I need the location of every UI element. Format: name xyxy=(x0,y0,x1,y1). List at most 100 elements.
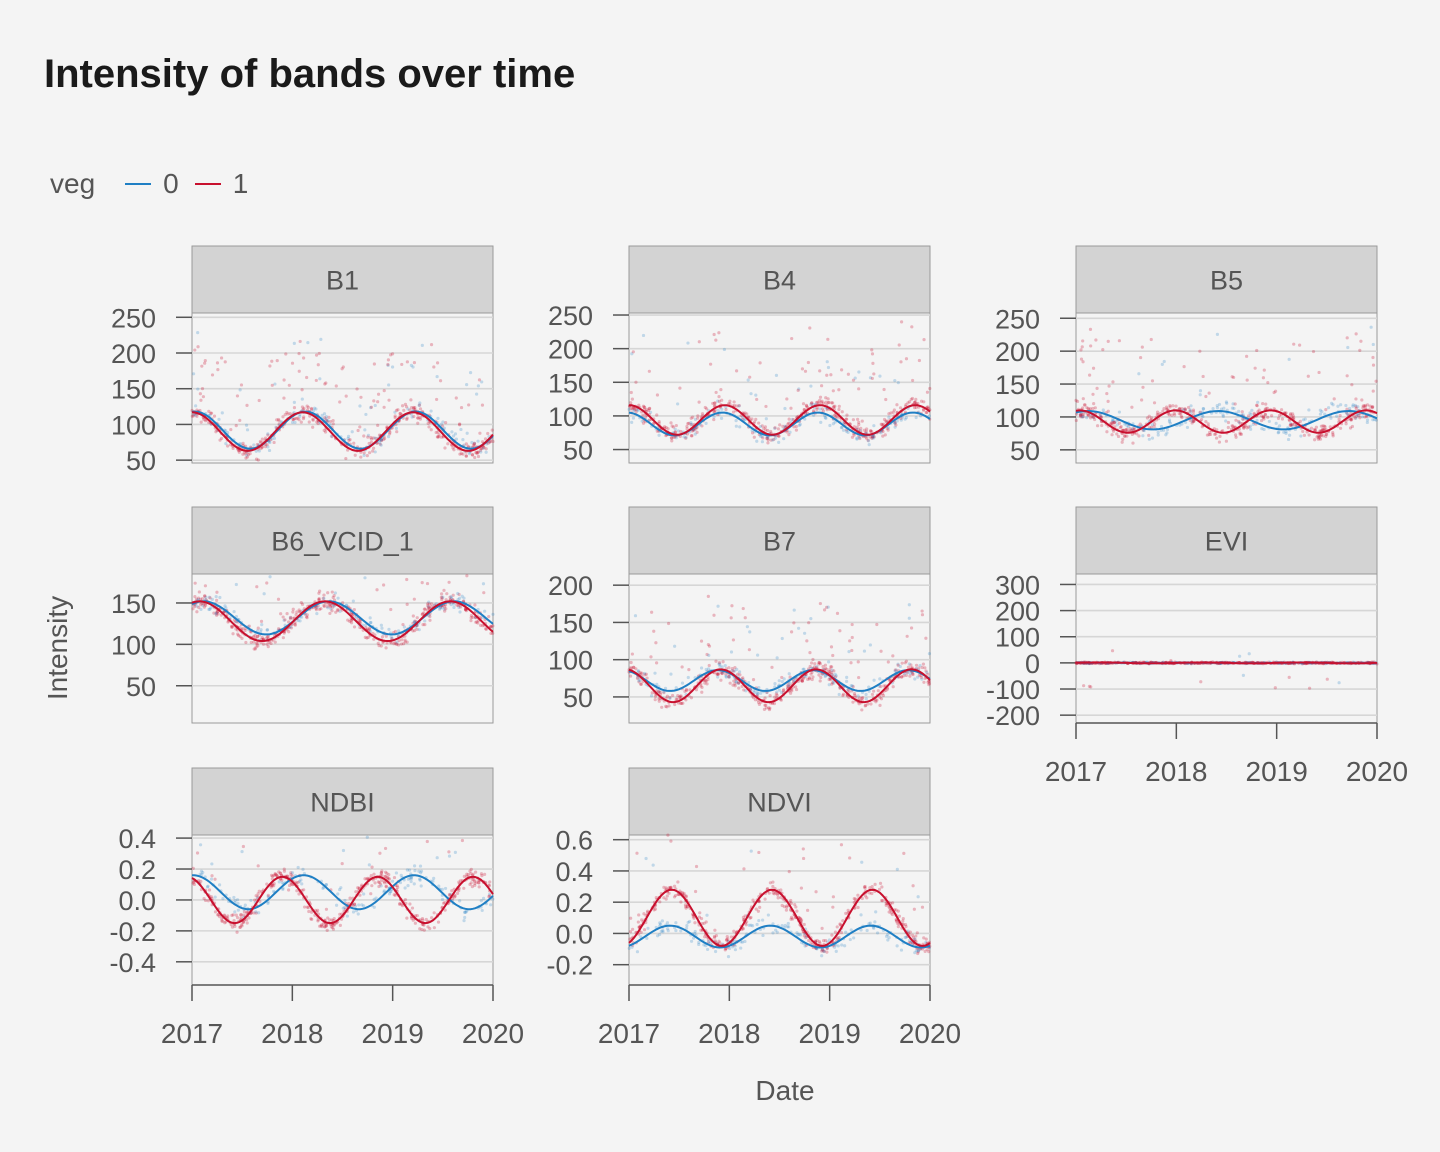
data-point-b6-vcid-1 xyxy=(399,642,404,646)
data-point-b1 xyxy=(418,401,422,405)
data-point-b1 xyxy=(298,339,302,344)
data-point-b7 xyxy=(911,672,915,676)
data-point-b4 xyxy=(893,425,897,429)
data-point-b5 xyxy=(1324,408,1328,412)
data-point-ndbi xyxy=(362,892,366,896)
data-point-ndbi xyxy=(220,919,224,923)
data-point-b7 xyxy=(817,662,821,666)
data-point-b7 xyxy=(920,613,925,617)
data-point-b5 xyxy=(1230,406,1235,410)
data-point-b7 xyxy=(680,665,684,669)
data-point-b1 xyxy=(219,356,224,360)
data-point-b6-vcid-1 xyxy=(403,640,407,644)
data-point-b4 xyxy=(853,376,857,380)
data-point-b4 xyxy=(641,413,645,417)
data-point-ndbi xyxy=(432,876,436,880)
data-point-b4 xyxy=(719,416,724,420)
data-point-b7 xyxy=(716,675,720,679)
data-point-ndvi xyxy=(757,918,761,923)
data-point-b7 xyxy=(649,694,654,698)
data-point-b1 xyxy=(412,361,417,365)
data-point-b4 xyxy=(895,419,899,423)
data-point-ndbi xyxy=(365,835,369,839)
data-point-b4 xyxy=(692,428,696,432)
data-point-b6-vcid-1 xyxy=(215,598,219,602)
data-point-b4 xyxy=(671,425,676,429)
data-point-b5 xyxy=(1249,427,1253,431)
data-point-b1 xyxy=(324,418,328,422)
data-point-b5 xyxy=(1092,415,1096,420)
data-point-b7 xyxy=(677,695,682,699)
data-point-b4 xyxy=(839,426,844,430)
data-point-b7 xyxy=(905,634,909,638)
data-point-b4 xyxy=(891,410,895,414)
data-point-evi xyxy=(1089,685,1093,689)
data-point-b5 xyxy=(1081,397,1085,401)
data-point-b7 xyxy=(763,696,767,700)
data-point-b7 xyxy=(845,679,849,683)
data-point-b7 xyxy=(719,678,723,682)
data-point-b4 xyxy=(820,399,824,403)
data-point-b7 xyxy=(830,681,835,685)
data-point-b7 xyxy=(851,700,855,704)
data-point-b6-vcid-1 xyxy=(208,596,212,600)
data-point-b4 xyxy=(914,397,918,401)
data-point-b5 xyxy=(1081,415,1085,419)
data-point-b1 xyxy=(193,348,197,352)
data-point-b4 xyxy=(865,427,869,431)
data-point-b7 xyxy=(878,677,882,681)
data-point-b6-vcid-1 xyxy=(299,600,303,605)
data-point-b5 xyxy=(1224,400,1228,404)
data-point-b5 xyxy=(1350,417,1354,421)
data-point-ndbi xyxy=(243,903,247,907)
data-point-b5 xyxy=(1186,405,1191,410)
data-point-b6-vcid-1 xyxy=(282,618,286,622)
data-point-b6-vcid-1 xyxy=(331,595,335,600)
data-point-b5 xyxy=(1365,418,1370,422)
data-point-b7 xyxy=(828,667,832,671)
data-point-b4 xyxy=(643,415,648,419)
data-point-b1 xyxy=(220,411,224,415)
data-point-ndbi xyxy=(238,925,243,929)
data-point-b7 xyxy=(735,667,739,671)
data-point-b4 xyxy=(712,332,716,337)
data-point-b6-vcid-1 xyxy=(326,591,330,595)
data-point-b6-vcid-1 xyxy=(463,608,468,612)
data-point-b1 xyxy=(478,431,482,435)
data-point-b5 xyxy=(1117,421,1122,425)
data-point-b1 xyxy=(378,441,382,445)
data-point-b6-vcid-1 xyxy=(474,620,478,624)
data-point-b7 xyxy=(878,695,882,699)
data-point-b6-vcid-1 xyxy=(326,606,330,610)
data-point-b6-vcid-1 xyxy=(422,611,426,615)
data-point-b7 xyxy=(707,653,711,657)
data-point-b5 xyxy=(1351,403,1355,407)
data-point-b4 xyxy=(743,411,747,415)
data-point-b7 xyxy=(909,663,913,667)
data-point-b6-vcid-1 xyxy=(196,596,201,600)
data-point-b5 xyxy=(1321,424,1325,428)
data-point-b6-vcid-1 xyxy=(413,629,417,633)
data-point-b6-vcid-1 xyxy=(481,624,485,628)
data-point-ndbi xyxy=(469,881,473,885)
data-point-b7 xyxy=(700,685,704,689)
data-point-ndbi xyxy=(195,851,200,855)
data-point-b4 xyxy=(773,436,778,440)
data-point-b1 xyxy=(376,400,380,404)
data-point-b7 xyxy=(886,660,890,664)
data-point-b1 xyxy=(263,445,268,449)
data-point-b6-vcid-1 xyxy=(346,618,350,622)
data-point-b6-vcid-1 xyxy=(447,580,451,584)
data-point-b6-vcid-1 xyxy=(484,627,488,631)
data-point-b1 xyxy=(266,445,270,449)
data-point-b5 xyxy=(1346,345,1350,350)
data-point-b5 xyxy=(1105,391,1109,396)
data-point-b1 xyxy=(362,434,366,438)
data-point-b7 xyxy=(804,674,808,678)
data-point-b1 xyxy=(373,436,377,440)
data-point-b7 xyxy=(807,676,812,680)
data-point-b1 xyxy=(380,438,384,443)
data-point-b6-vcid-1 xyxy=(458,596,462,600)
data-point-b4 xyxy=(634,408,638,412)
data-point-b4 xyxy=(922,338,926,342)
